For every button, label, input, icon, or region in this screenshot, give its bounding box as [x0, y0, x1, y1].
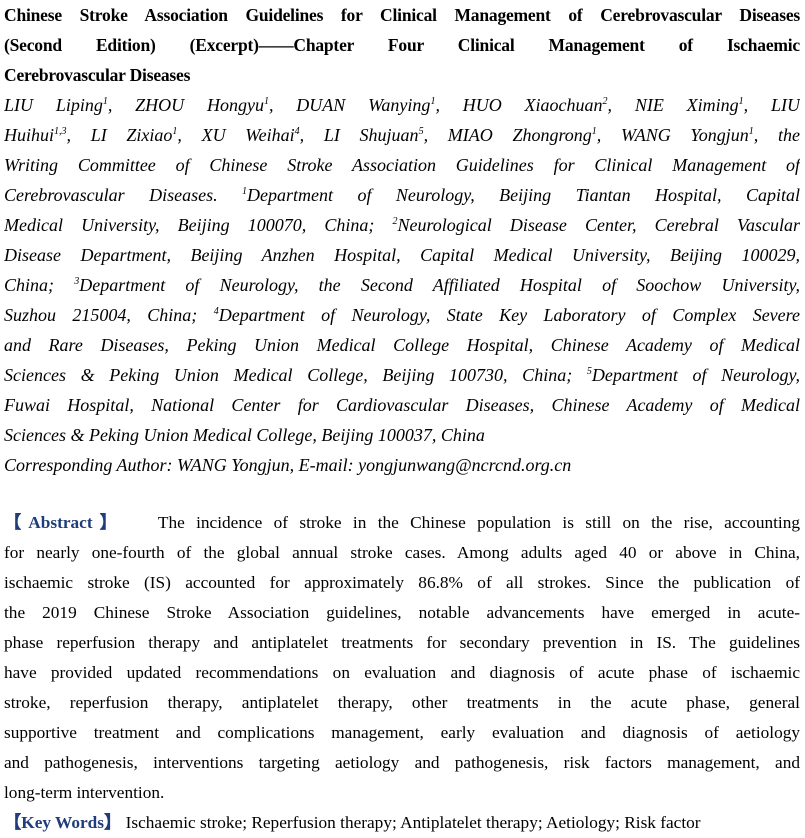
abstract-section: 【Abstract】 The incidence of stroke in th…	[4, 508, 800, 808]
author-text: Huihui	[4, 125, 55, 145]
keywords-line: 【Key Words】 Ischaemic stroke; Reperfusio…	[4, 808, 800, 838]
affiliation-superscript: 1	[738, 96, 744, 107]
abstract-label: 【Abstract】	[4, 513, 124, 532]
author-line: Fuwai Hospital, National Center for Card…	[4, 390, 800, 420]
abstract-text: supportive treatment and complications m…	[4, 723, 800, 742]
author-text: , LI Zixiao	[66, 125, 173, 145]
author-text: , WANG Yongjun	[596, 125, 749, 145]
keywords-label: 【Key Words】	[4, 813, 122, 832]
author-text: , the	[753, 125, 800, 145]
abstract-line: ischaemic stroke (IS) accounted for appr…	[4, 568, 800, 598]
author-text: Department of Neurology, Beijing Tiantan…	[247, 185, 800, 205]
author-text: and Rare Diseases, Peking Union Medical …	[4, 335, 800, 355]
abstract-text: ischaemic stroke (IS) accounted for appr…	[4, 573, 800, 592]
abstract-line: for nearly one-fourth of the global annu…	[4, 538, 800, 568]
author-line: Huihui1,3, LI Zixiao1, XU Weihai4, LI Sh…	[4, 120, 800, 150]
keywords-text: Ischaemic stroke; Reperfusion therapy; A…	[121, 813, 701, 832]
author-text: , LI Shujuan	[299, 125, 419, 145]
author-text: Department of Neurology, State Key Labor…	[218, 305, 800, 325]
affiliation-superscript: 4	[294, 126, 300, 137]
author-line: Corresponding Author: WANG Yongjun, E-ma…	[4, 450, 800, 480]
keywords-section: 【Key Words】 Ischaemic stroke; Reperfusio…	[4, 808, 800, 838]
abstract-text: The incidence of stroke in the Chinese p…	[123, 513, 800, 532]
author-line: China; 3Department of Neurology, the Sec…	[4, 270, 800, 300]
author-line: Suzhou 215004, China; 4Department of Neu…	[4, 300, 800, 330]
affiliation-superscript: 1	[591, 126, 597, 137]
author-text: Fuwai Hospital, National Center for Card…	[4, 395, 800, 415]
author-line: and Rare Diseases, Peking Union Medical …	[4, 330, 800, 360]
author-text: Disease Department, Beijing Anzhen Hospi…	[4, 245, 800, 265]
author-text: Suzhou 215004, China;	[4, 305, 214, 325]
abstract-line: and pathogenesis, interventions targetin…	[4, 748, 800, 778]
abstract-text: and pathogenesis, interventions targetin…	[4, 753, 800, 772]
abstract-text: stroke, reperfusion therapy, antiplatele…	[4, 693, 800, 712]
affiliation-superscript: 4	[213, 306, 219, 317]
author-text: Neurological Disease Center, Cerebral Va…	[397, 215, 800, 235]
author-line: Sciences & Peking Union Medical College,…	[4, 420, 800, 450]
author-text: Sciences & Peking Union Medical College,…	[4, 425, 485, 445]
affiliation-superscript: 1	[102, 96, 108, 107]
affiliation-superscript: 1	[172, 126, 178, 137]
author-line: Medical University, Beijing 100070, Chin…	[4, 210, 800, 240]
abstract-line: phase reperfusion therapy and antiplatel…	[4, 628, 800, 658]
paper-page: Chinese Stroke Association Guidelines fo…	[4, 0, 800, 838]
paper-title: Chinese Stroke Association Guidelines fo…	[4, 0, 800, 90]
author-text: , HUO Xiaochuan	[435, 95, 603, 115]
author-line: Sciences & Peking Union Medical College,…	[4, 360, 800, 390]
affiliation-superscript: 2	[602, 96, 608, 107]
abstract-line: have provided updated recommendations on…	[4, 658, 800, 688]
author-text: Writing Committee of Chinese Stroke Asso…	[4, 155, 800, 175]
author-text: Sciences & Peking Union Medical College,…	[4, 365, 587, 385]
author-text: Department of Neurology,	[591, 365, 800, 385]
affiliation-superscript: 5	[418, 126, 424, 137]
author-text: , ZHOU Hongyu	[107, 95, 264, 115]
author-text: Cerebrovascular Diseases.	[4, 185, 243, 205]
abstract-line: supportive treatment and complications m…	[4, 718, 800, 748]
author-text: Medical University, Beijing 100070, Chin…	[4, 215, 393, 235]
abstract-text: the 2019 Chinese Stroke Association guid…	[4, 603, 800, 622]
author-text: China;	[4, 275, 75, 295]
affiliation-superscript: 3	[74, 276, 80, 287]
abstract-line: 【Abstract】 The incidence of stroke in th…	[4, 508, 800, 538]
affiliation-superscript: 1	[430, 96, 436, 107]
affiliation-superscript: 5	[586, 366, 592, 377]
abstract-text: phase reperfusion therapy and antiplatel…	[4, 633, 800, 652]
author-text: , NIE Ximing	[607, 95, 739, 115]
author-text: , XU Weihai	[177, 125, 295, 145]
abstract-line: the 2019 Chinese Stroke Association guid…	[4, 598, 800, 628]
author-text: Department of Neurology, the Second Affi…	[79, 275, 800, 295]
abstract-line: long-term intervention.	[4, 778, 800, 808]
affiliation-superscript: 1	[263, 96, 269, 107]
author-line: Cerebrovascular Diseases. 1Department of…	[4, 180, 800, 210]
title-line: (Second Edition) (Excerpt)——Chapter Four…	[4, 35, 800, 55]
author-line: LIU Liping1, ZHOU Hongyu1, DUAN Wanying1…	[4, 90, 800, 120]
affiliation-superscript: 2	[392, 216, 398, 227]
affiliation-superscript: 1	[748, 126, 754, 137]
author-text: , LIU	[743, 95, 800, 115]
author-text: Corresponding Author: WANG Yongjun, E-ma…	[4, 455, 572, 475]
author-line: Writing Committee of Chinese Stroke Asso…	[4, 150, 800, 180]
author-line: Disease Department, Beijing Anzhen Hospi…	[4, 240, 800, 270]
affiliation-superscript: 1	[242, 186, 248, 197]
abstract-text: have provided updated recommendations on…	[4, 663, 800, 682]
abstract-line: stroke, reperfusion therapy, antiplatele…	[4, 688, 800, 718]
title-line: Chinese Stroke Association Guidelines fo…	[4, 5, 800, 25]
author-text: LIU Liping	[4, 95, 103, 115]
author-text: , DUAN Wanying	[268, 95, 431, 115]
abstract-text: long-term intervention.	[4, 783, 165, 802]
abstract-text: for nearly one-fourth of the global annu…	[4, 543, 800, 562]
author-text: , MIAO Zhongrong	[423, 125, 592, 145]
title-line: Cerebrovascular Diseases	[4, 65, 191, 85]
author-affiliations: LIU Liping1, ZHOU Hongyu1, DUAN Wanying1…	[4, 90, 800, 480]
affiliation-superscript: 1,3	[54, 126, 67, 137]
